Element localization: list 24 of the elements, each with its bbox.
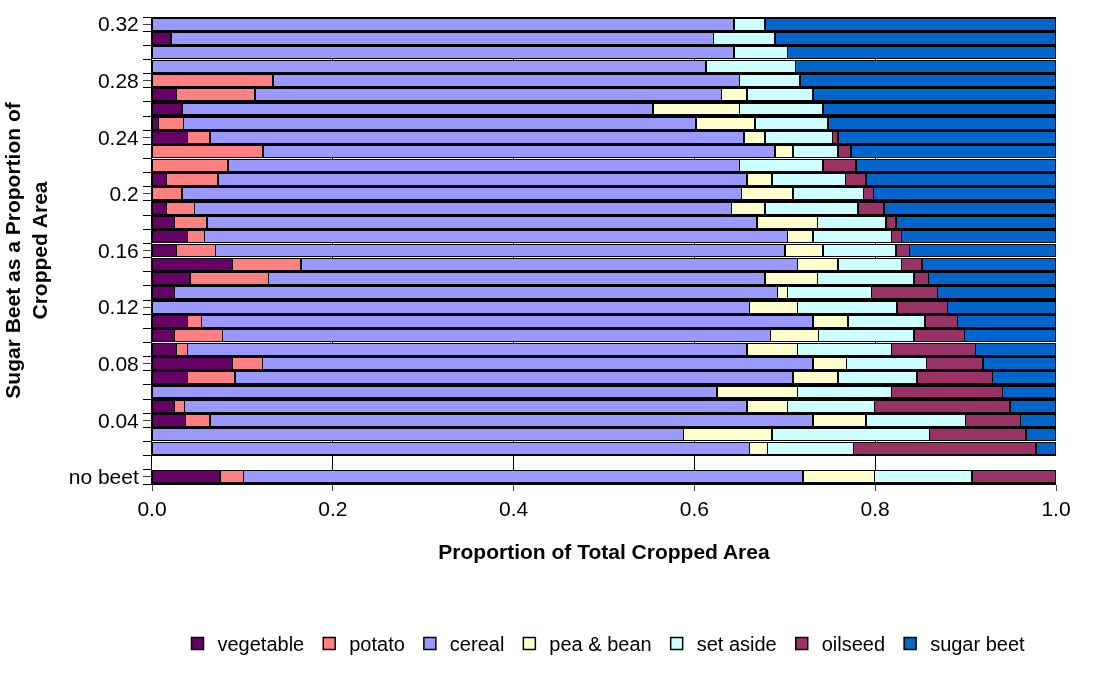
legend-label: cereal — [449, 633, 505, 656]
legend-label: sugar beet — [930, 633, 1026, 656]
legend-label: pea & bean — [549, 633, 652, 656]
x-tick-label: 0.6 — [679, 497, 709, 521]
x-tick-label: 0.2 — [318, 497, 348, 521]
legend-label: set aside — [696, 633, 777, 656]
y-tick-label: 0.2 — [109, 182, 139, 206]
y-tick-label: 0.12 — [97, 295, 139, 319]
x-tick-label: 1.0 — [1041, 497, 1071, 521]
y-tick-label: no beet — [68, 465, 139, 489]
y-tick-label: 0.16 — [97, 238, 139, 262]
x-axis-title: Proportion of Total Cropped Area — [438, 540, 770, 564]
legend-label: oilseed — [821, 633, 886, 656]
x-tick-label: 0.8 — [860, 497, 890, 521]
y-tick-label: 0.32 — [97, 12, 139, 36]
y-tick-label: 0.04 — [97, 408, 140, 432]
legend-label: potato — [349, 633, 405, 656]
legend-label: vegetable — [217, 633, 305, 656]
x-tick-label: 0.0 — [137, 497, 167, 521]
y-tick-label: 0.24 — [97, 125, 140, 149]
y-tick-label: 0.08 — [97, 352, 139, 376]
y-axis-title: Sugar Beet as a Proportion of Cropped Area — [0, 101, 51, 399]
y-tick-label: 0.28 — [97, 69, 139, 93]
x-tick-label: 0.4 — [499, 497, 529, 521]
